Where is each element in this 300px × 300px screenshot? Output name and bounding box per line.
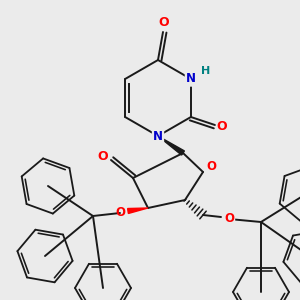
Text: N: N xyxy=(153,130,163,142)
Polygon shape xyxy=(158,136,184,155)
Polygon shape xyxy=(128,208,148,214)
Text: O: O xyxy=(224,212,234,226)
Text: N: N xyxy=(186,73,196,85)
Text: O: O xyxy=(159,16,169,29)
Text: H: H xyxy=(201,66,211,76)
Text: O: O xyxy=(98,149,108,163)
Text: O: O xyxy=(217,121,227,134)
Text: O: O xyxy=(206,160,216,173)
Text: O: O xyxy=(115,206,125,220)
